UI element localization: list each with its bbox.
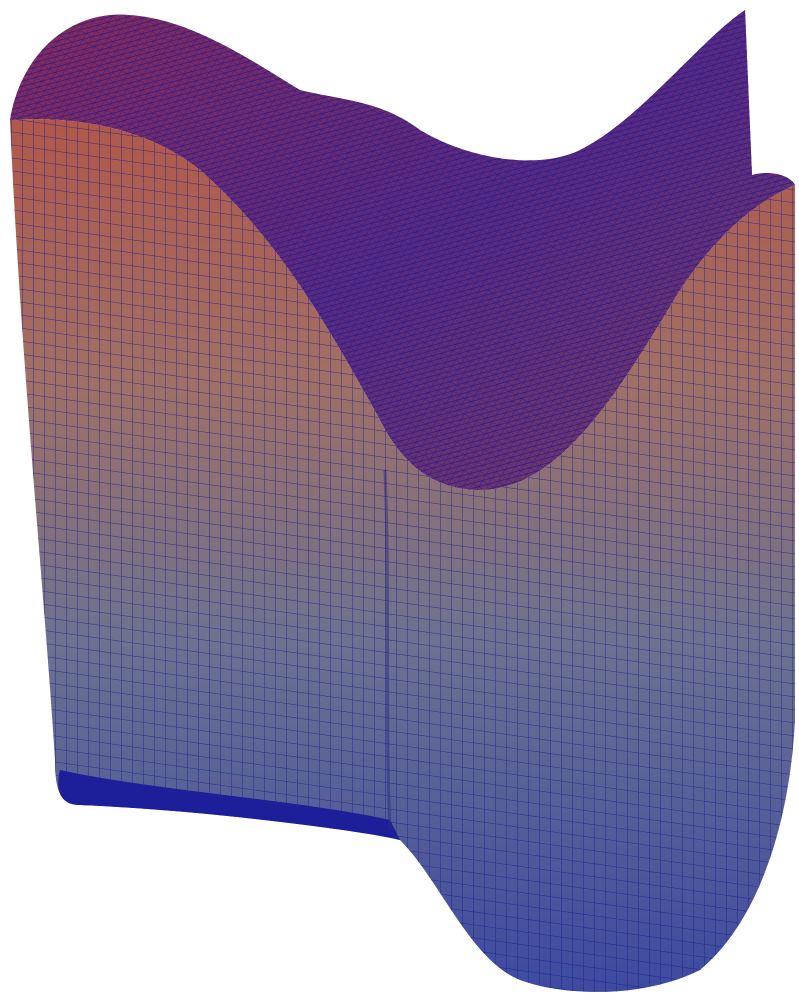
surface bbox=[10, 10, 795, 992]
mesh-render bbox=[0, 0, 799, 999]
page: (() => { const data = JSON.parse(documen… bbox=[0, 0, 799, 999]
